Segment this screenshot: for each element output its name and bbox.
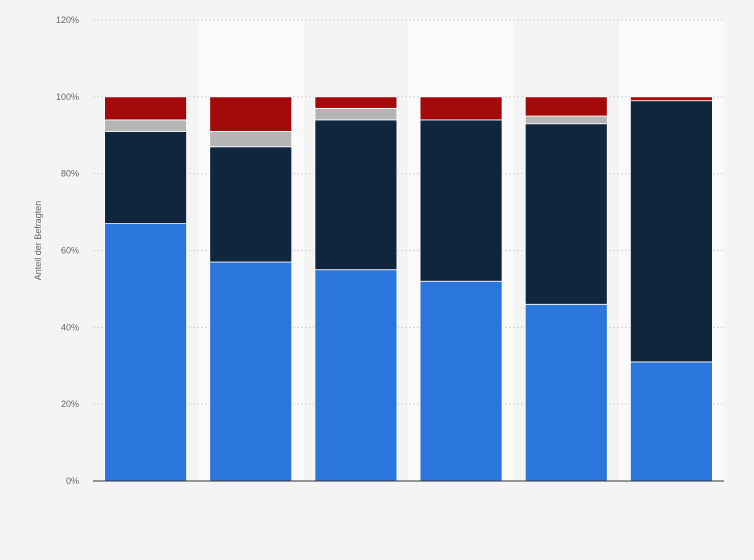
bar-6-segment-4 (630, 96, 713, 102)
y-tick-label-40: 40% (61, 322, 79, 332)
bar-4-segment-4 (419, 96, 503, 121)
bar-5-segment-3 (524, 115, 608, 125)
bar-5-segment-4 (524, 96, 608, 117)
bar-4-segment-2 (419, 119, 503, 282)
y-axis-title: Anteil der Befragten (33, 201, 43, 281)
bar-1-segment-4 (104, 96, 187, 121)
bar-6-segment-1 (630, 361, 713, 482)
bar-3-segment-1 (314, 269, 398, 482)
bar-2-segment-1 (209, 261, 293, 482)
y-tick-label-20: 20% (61, 399, 79, 409)
gridlines (93, 19, 724, 405)
bar-5-segment-1 (524, 303, 608, 482)
bar-2-segment-3 (209, 131, 293, 148)
bars (104, 96, 713, 482)
y-tick-label-60: 60% (61, 246, 79, 256)
bar-2-segment-2 (209, 146, 293, 263)
bar-5-segment-2 (524, 123, 608, 305)
y-axis-ticks: 0% 20% 40% 60% 80% 100% 120% (56, 15, 79, 486)
bar-4-segment-1 (419, 280, 503, 482)
bar-2-segment-4 (209, 96, 293, 132)
bar-3-segment-2 (314, 119, 398, 271)
y-tick-label-80: 80% (61, 169, 79, 179)
y-tick-label-120: 120% (56, 15, 79, 25)
y-tick-label-0: 0% (66, 476, 79, 486)
bar-1-segment-2 (104, 131, 187, 225)
y-tick-label-100: 100% (56, 92, 79, 102)
bar-3-segment-4 (314, 96, 398, 109)
bar-1-segment-3 (104, 119, 187, 132)
bar-1-segment-1 (104, 223, 187, 482)
bar-3-segment-3 (314, 107, 398, 121)
bar-6-segment-2 (630, 100, 713, 363)
